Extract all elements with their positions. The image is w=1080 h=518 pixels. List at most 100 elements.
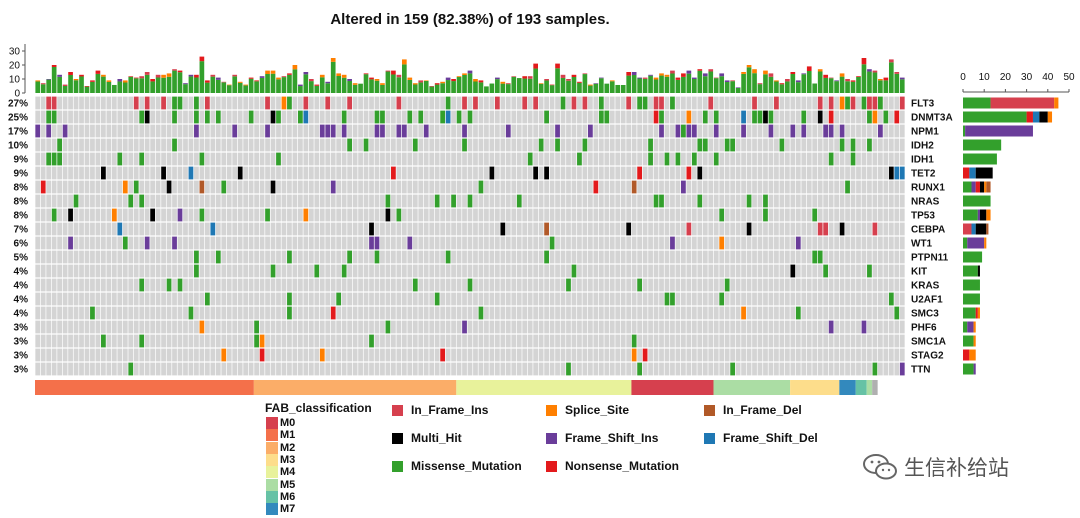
empty-cell [724,222,730,236]
empty-cell [752,222,757,236]
mutation-cell [51,110,57,124]
empty-cell [101,124,106,138]
empty-cell [828,208,834,222]
tmb-bar-segment [341,74,347,78]
empty-cell [708,320,714,334]
empty-cell [292,250,298,264]
empty-cell [237,292,243,306]
empty-cell [839,166,845,180]
empty-cell [199,194,205,208]
empty-cell [571,292,577,306]
empty-cell [494,348,500,362]
empty-cell [642,152,648,166]
empty-cell [494,250,500,264]
empty-cell [817,152,823,166]
empty-cell [713,236,719,250]
empty-cell [194,348,199,362]
empty-cell [587,222,593,236]
tmb-bar [790,74,796,93]
gene-percent-label: 9% [14,169,29,180]
empty-cell [620,334,626,348]
tmb-bar [270,73,276,93]
mutation-cell [122,236,128,250]
empty-cell [484,362,489,376]
empty-cell [308,362,314,376]
empty-cell [708,348,714,362]
empty-cell [484,110,489,124]
empty-cell [281,124,287,138]
empty-cell [221,124,227,138]
empty-cell [850,320,856,334]
empty-cell [806,320,812,334]
empty-cell [391,236,396,250]
empty-cell [221,166,227,180]
empty-cell [577,250,582,264]
mutation-cell [369,236,374,250]
empty-cell [122,166,128,180]
mutation-cell [795,306,801,320]
empty-cell [194,208,199,222]
mutation-cell [73,194,79,208]
empty-cell [445,208,451,222]
empty-cell [297,152,303,166]
tmb-bar-segment [232,74,238,77]
empty-cell [155,306,161,320]
empty-cell [412,194,418,208]
mutation-cell [817,250,823,264]
empty-cell [248,124,254,138]
empty-cell [248,96,254,110]
tmb-bar-segment [325,81,331,84]
empty-cell [237,362,243,376]
empty-cell [609,362,615,376]
empty-cell [237,320,243,334]
tmb-bar-segment [713,77,719,79]
empty-cell [226,278,232,292]
tmb-bar-segment [73,79,79,81]
empty-cell [806,152,812,166]
empty-cell [243,362,249,376]
empty-cell [35,278,41,292]
empty-cell [823,152,829,166]
empty-cell [899,180,905,194]
empty-cell [221,334,227,348]
gene-percent-label: 9% [14,155,29,166]
empty-cell [533,292,539,306]
tmb-bar [325,83,331,93]
empty-cell [314,166,320,180]
variant-legend-label: Missense_Mutation [411,459,522,473]
empty-cell [801,250,807,264]
empty-cell [40,334,46,348]
empty-cell [817,236,823,250]
empty-cell [194,236,199,250]
variant-legend-item: In_Frame_Del [704,403,802,417]
empty-cell [877,334,883,348]
empty-cell [358,96,363,110]
empty-cell [330,138,336,152]
empty-cell [221,194,227,208]
tmb-bar [101,76,106,93]
tmb-bar [473,81,478,93]
empty-cell [276,348,281,362]
mutation-cell [51,96,57,110]
empty-cell [511,292,517,306]
empty-cell [823,138,829,152]
tmb-bar [774,81,779,93]
empty-cell [150,306,156,320]
empty-cell [281,222,287,236]
empty-cell [741,292,746,306]
empty-cell [456,194,462,208]
tmb-bar [702,76,708,93]
empty-cell [161,208,166,222]
empty-cell [467,236,473,250]
empty-cell [177,166,183,180]
empty-cell [697,180,703,194]
empty-cell [259,96,265,110]
empty-cell [194,278,199,292]
tmb-bar-segment [861,58,867,65]
mutation-cell [790,124,796,138]
mutation-cell [456,110,462,124]
empty-cell [276,292,281,306]
empty-cell [46,166,52,180]
empty-cell [577,292,582,306]
empty-cell [40,138,46,152]
